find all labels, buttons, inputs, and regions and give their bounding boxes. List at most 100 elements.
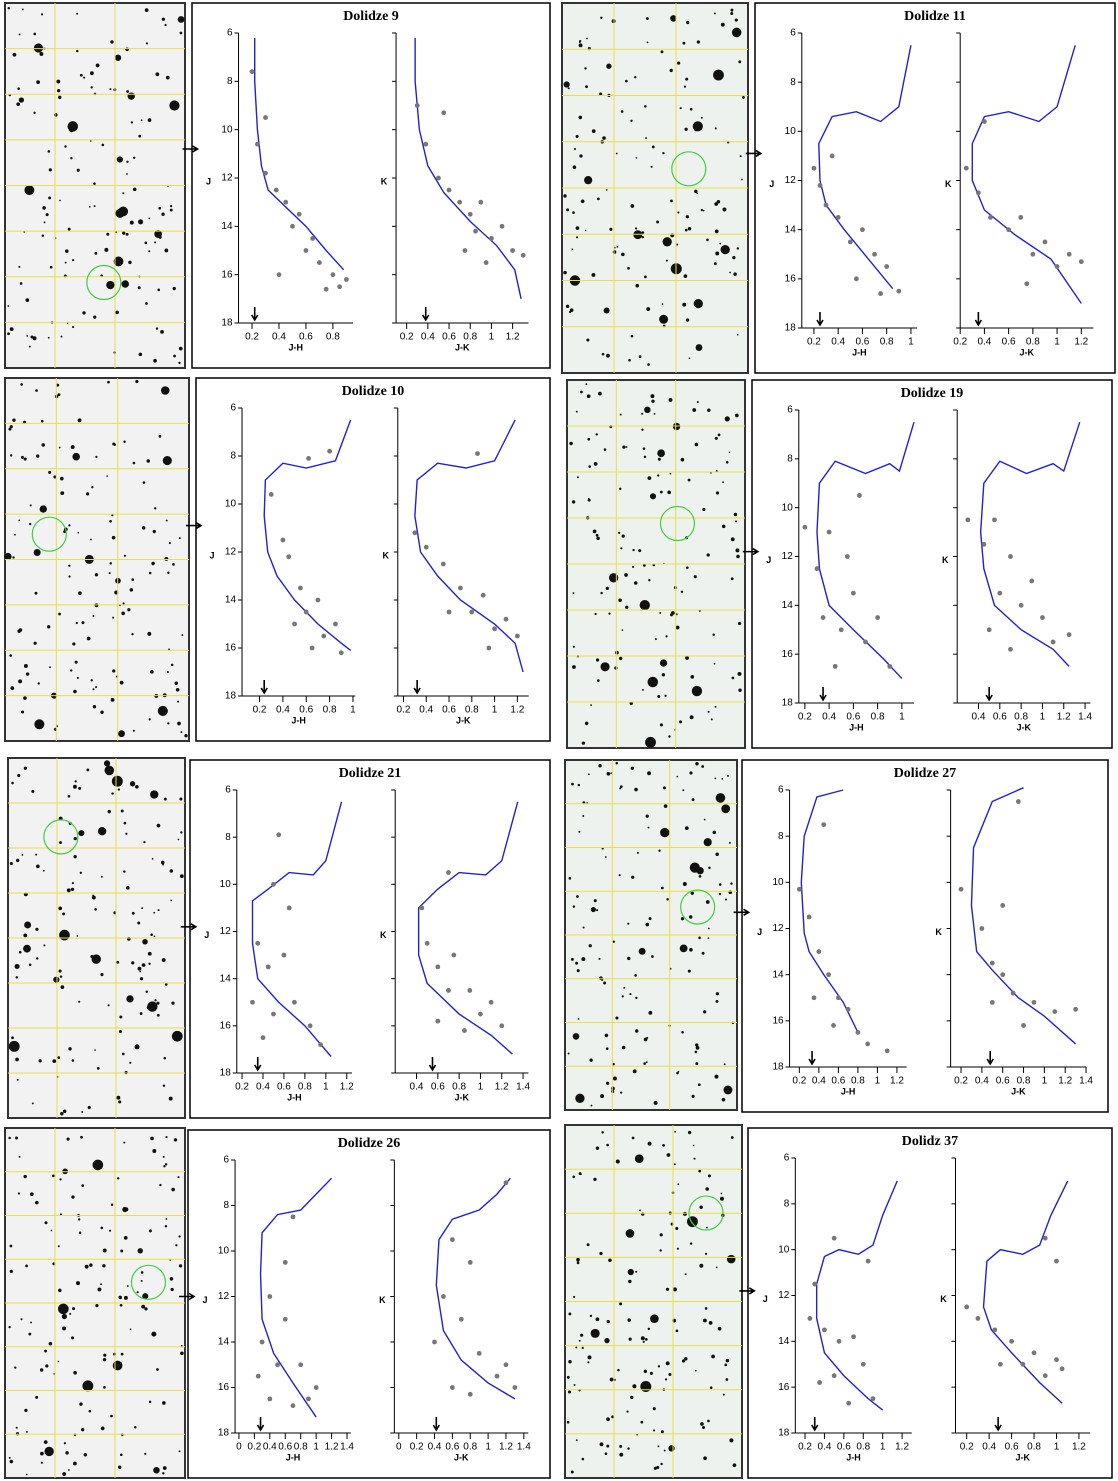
star: [123, 870, 126, 873]
star: [713, 12, 716, 15]
star: [7, 7, 10, 10]
star: [688, 915, 693, 919]
star: [682, 881, 687, 886]
star: [150, 933, 153, 936]
star: [49, 265, 53, 269]
star-point: [884, 264, 890, 269]
star: [676, 1247, 679, 1250]
star-point: [303, 248, 309, 253]
star: [150, 670, 154, 674]
star: [627, 1268, 634, 1276]
star: [666, 1153, 671, 1157]
sky-image: [564, 759, 738, 1111]
star: [166, 670, 169, 673]
star-point: [290, 223, 295, 229]
star: [639, 1209, 641, 1212]
star: [717, 1326, 722, 1331]
star: [647, 676, 659, 688]
star-point: [1054, 264, 1060, 269]
star: [62, 1472, 67, 1476]
star: [177, 16, 185, 23]
star: [625, 1229, 635, 1238]
star: [665, 635, 668, 638]
star: [63, 1442, 67, 1445]
star: [685, 656, 689, 660]
star: [676, 243, 679, 246]
star: [707, 1419, 710, 1423]
star: [21, 854, 24, 856]
star: [41, 443, 45, 447]
star: [657, 1365, 661, 1368]
y-tick-label: 16: [220, 1020, 232, 1031]
y-tick-label: 6: [225, 785, 231, 796]
star: [683, 274, 688, 278]
y-tick-label: 10: [221, 124, 233, 135]
star: [596, 536, 600, 541]
star: [592, 529, 597, 534]
star: [31, 1102, 34, 1105]
star: [715, 852, 719, 857]
star: [691, 1094, 695, 1098]
y-tick-label: 16: [225, 643, 237, 654]
marker-arrow-y: [182, 145, 200, 153]
star: [695, 1062, 699, 1066]
x-tick-label: 0.8: [1014, 712, 1028, 723]
x-axis-label: J-H: [852, 347, 867, 357]
star-point: [263, 115, 268, 120]
star: [568, 1360, 572, 1364]
star: [123, 1235, 128, 1240]
star: [584, 67, 587, 70]
star: [34, 591, 38, 595]
star: [648, 579, 651, 582]
star: [735, 413, 739, 418]
star: [151, 561, 155, 566]
star-point: [317, 260, 322, 265]
star: [653, 1100, 658, 1105]
star: [155, 327, 159, 330]
star: [647, 826, 650, 829]
star: [106, 475, 108, 477]
star: [36, 864, 40, 869]
panel-title: Dolidze 26: [338, 1136, 401, 1151]
star: [568, 877, 572, 880]
star: [707, 937, 710, 939]
star: [123, 1295, 128, 1300]
y-tick-label: 12: [785, 175, 797, 186]
marker-arrow-x: [256, 1417, 265, 1432]
star: [156, 1368, 159, 1371]
star: [112, 616, 115, 619]
star: [148, 1400, 152, 1404]
star-point: [1006, 227, 1012, 233]
star: [175, 687, 180, 692]
star: [56, 88, 61, 93]
star: [664, 694, 667, 697]
x-axis-label: J-H: [849, 722, 864, 732]
star: [701, 951, 705, 955]
star: [647, 363, 650, 366]
star: [93, 205, 96, 208]
star: [44, 1446, 54, 1457]
star: [598, 764, 602, 768]
star: [134, 1044, 140, 1050]
star: [608, 1258, 612, 1262]
star: [571, 782, 574, 786]
star: [598, 957, 601, 960]
star: [118, 1100, 122, 1104]
star: [578, 830, 581, 833]
star: [720, 22, 725, 27]
isochrone: [800, 789, 859, 1033]
star-point: [414, 103, 420, 108]
x-tick-label: 1: [880, 1442, 886, 1453]
star: [572, 1033, 580, 1040]
star: [605, 1047, 609, 1050]
x-tick-label: 0.4: [831, 337, 845, 348]
isochrone: [414, 37, 522, 299]
star: [593, 462, 598, 466]
star-point: [446, 187, 452, 193]
star: [152, 529, 156, 534]
star: [35, 1395, 39, 1399]
star: [94, 908, 97, 911]
star: [731, 676, 735, 680]
star: [25, 1473, 28, 1476]
